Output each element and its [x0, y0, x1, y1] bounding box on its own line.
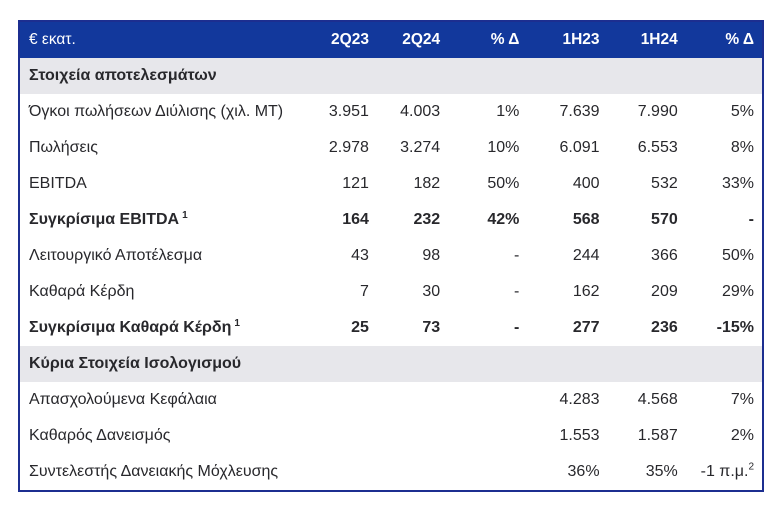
cell-1h24: 570 — [651, 211, 678, 228]
table-row-gearing-ratio: Συντελεστής Δανειακής Μόχλευσης 36% 35% … — [19, 454, 763, 491]
table-row-capital-employed: Απασχολούμενα Κεφάλαια 4.283 4.568 7% — [19, 382, 763, 418]
cell-pct-delta-q: - — [514, 319, 520, 336]
col-header-2q24: 2Q24 — [376, 21, 449, 58]
cell-pct-delta-q — [448, 418, 527, 454]
cell-2q24 — [377, 454, 448, 491]
cell-1h24: 532 — [651, 175, 678, 192]
footnote-marker: 1 — [182, 209, 188, 221]
cell-2q23: 164 — [342, 211, 369, 228]
cell-2q23: 7 — [360, 283, 369, 300]
row-label: Συγκρίσιμα EBITDA 1 — [29, 209, 188, 228]
cell-2q23 — [306, 454, 377, 491]
col-header-1h24: 1H24 — [607, 21, 686, 58]
cell-1h23: 244 — [572, 247, 600, 264]
section-title: Στοιχεία αποτελεσμάτων — [19, 58, 763, 94]
row-label: Πωλήσεις — [29, 139, 98, 156]
cell-pct-delta-h: 2% — [730, 427, 754, 444]
cell-1h24: 366 — [651, 247, 678, 264]
footnote-marker: 2 — [748, 461, 754, 473]
cell-pct-delta-h: 5% — [730, 103, 754, 120]
cell-2q24: 73 — [422, 319, 441, 336]
unit-label: € εκατ. — [19, 21, 306, 58]
section-title: Κύρια Στοιχεία Ισολογισμού — [19, 346, 763, 382]
cell-1h23: 568 — [572, 211, 600, 228]
cell-pct-delta-q: 1% — [496, 103, 520, 120]
row-label: Συγκρίσιμα Καθαρά Κέρδη 1 — [29, 317, 240, 336]
cell-1h23: 1.553 — [559, 427, 600, 444]
section-header-balance-sheet: Κύρια Στοιχεία Ισολογισμού — [19, 346, 763, 382]
cell-2q24 — [377, 418, 448, 454]
cell-2q23: 25 — [351, 319, 369, 336]
cell-1h23: 6.091 — [559, 139, 600, 156]
table-row-ebitda: EBITDA 121 182 50% 400 532 33% — [19, 166, 763, 202]
cell-1h24: 209 — [651, 283, 678, 300]
table-header-row: € εκατ. 2Q23 2Q24 % Δ 1H23 1H24 % Δ — [19, 21, 763, 58]
cell-pct-delta-q — [448, 454, 527, 491]
col-header-2q23: 2Q23 — [305, 21, 377, 58]
table-row-net-debt: Καθαρός Δανεισμός 1.553 1.587 2% — [19, 418, 763, 454]
cell-2q24: 232 — [413, 211, 441, 228]
cell-pct-delta-q: 10% — [487, 139, 520, 156]
cell-2q24: 30 — [422, 283, 441, 300]
row-label: Απασχολούμενα Κεφάλαια — [29, 391, 217, 408]
table-row-refining-sales-volume: Όγκοι πωλήσεων Διύλισης (χιλ. ΜΤ) 3.951 … — [19, 94, 763, 130]
col-header-pct-delta-h: % Δ — [685, 21, 763, 58]
section-header-results: Στοιχεία αποτελεσμάτων — [19, 58, 763, 94]
cell-2q23: 121 — [342, 175, 369, 192]
footnote-marker: 1 — [234, 317, 240, 329]
row-label: Λειτουργικό Αποτέλεσμα — [29, 247, 203, 264]
cell-1h24: 6.553 — [637, 139, 678, 156]
cell-1h23: 36% — [567, 463, 600, 480]
row-label: EBITDA — [29, 175, 87, 192]
cell-pct-delta-h: -1 π.μ.2 — [700, 461, 754, 480]
cell-1h24: 35% — [645, 463, 678, 480]
cell-pct-delta-h: 7% — [730, 391, 754, 408]
cell-2q24: 182 — [413, 175, 441, 192]
cell-1h24: 7.990 — [637, 103, 678, 120]
cell-1h24: 236 — [651, 319, 678, 336]
table-row-net-income: Καθαρά Κέρδη 7 30 - 162 209 29% — [19, 274, 763, 310]
table-row-adjusted-net-income: Συγκρίσιμα Καθαρά Κέρδη 1 25 73 - 277 236… — [19, 310, 763, 346]
cell-1h23: 400 — [572, 175, 600, 192]
row-label: Καθαρά Κέρδη — [29, 283, 135, 300]
financial-results-table: € εκατ. 2Q23 2Q24 % Δ 1H23 1H24 % Δ Στοι… — [18, 20, 764, 492]
cell-pct-delta-h: - — [748, 211, 754, 228]
cell-1h24: 4.568 — [637, 391, 678, 408]
cell-1h23: 277 — [572, 319, 600, 336]
table-row-sales: Πωλήσεις 2.978 3.274 10% 6.091 6.553 8% — [19, 130, 763, 166]
cell-2q23 — [306, 382, 377, 418]
row-label: Καθαρός Δανεισμός — [29, 427, 171, 444]
cell-pct-delta-h: 33% — [721, 175, 754, 192]
cell-2q23: 2.978 — [328, 139, 369, 156]
col-header-1h23: 1H23 — [527, 21, 608, 58]
col-header-pct-delta-q: % Δ — [448, 21, 528, 58]
cell-2q24: 98 — [422, 247, 441, 264]
cell-pct-delta-h: -15% — [716, 319, 754, 336]
cell-pct-delta-h: 50% — [721, 247, 754, 264]
cell-pct-delta-h: 8% — [730, 139, 754, 156]
cell-2q23 — [306, 418, 377, 454]
cell-2q23: 43 — [351, 247, 369, 264]
cell-2q24 — [377, 382, 448, 418]
cell-pct-delta-h: 29% — [721, 283, 754, 300]
row-label: Όγκοι πωλήσεων Διύλισης (χιλ. ΜΤ) — [29, 103, 284, 120]
cell-1h24: 1.587 — [637, 427, 678, 444]
financial-results-table-container: € εκατ. 2Q23 2Q24 % Δ 1H23 1H24 % Δ Στοι… — [18, 20, 764, 492]
cell-2q24: 4.003 — [400, 103, 441, 120]
cell-1h23: 7.639 — [559, 103, 600, 120]
cell-pct-delta-q — [448, 382, 527, 418]
cell-1h23: 162 — [572, 283, 600, 300]
row-label: Συντελεστής Δανειακής Μόχλευσης — [29, 463, 279, 480]
cell-pct-delta-q: - — [514, 283, 520, 300]
cell-2q23: 3.951 — [328, 103, 369, 120]
cell-pct-delta-q: 50% — [487, 175, 520, 192]
cell-2q24: 3.274 — [400, 139, 441, 156]
table-row-operating-result: Λειτουργικό Αποτέλεσμα 43 98 - 244 366 5… — [19, 238, 763, 274]
table-row-adjusted-ebitda: Συγκρίσιμα EBITDA 1 164 232 42% 568 570 - — [19, 202, 763, 238]
cell-pct-delta-q: - — [514, 247, 520, 264]
cell-pct-delta-q: 42% — [487, 211, 520, 228]
cell-1h23: 4.283 — [559, 391, 600, 408]
